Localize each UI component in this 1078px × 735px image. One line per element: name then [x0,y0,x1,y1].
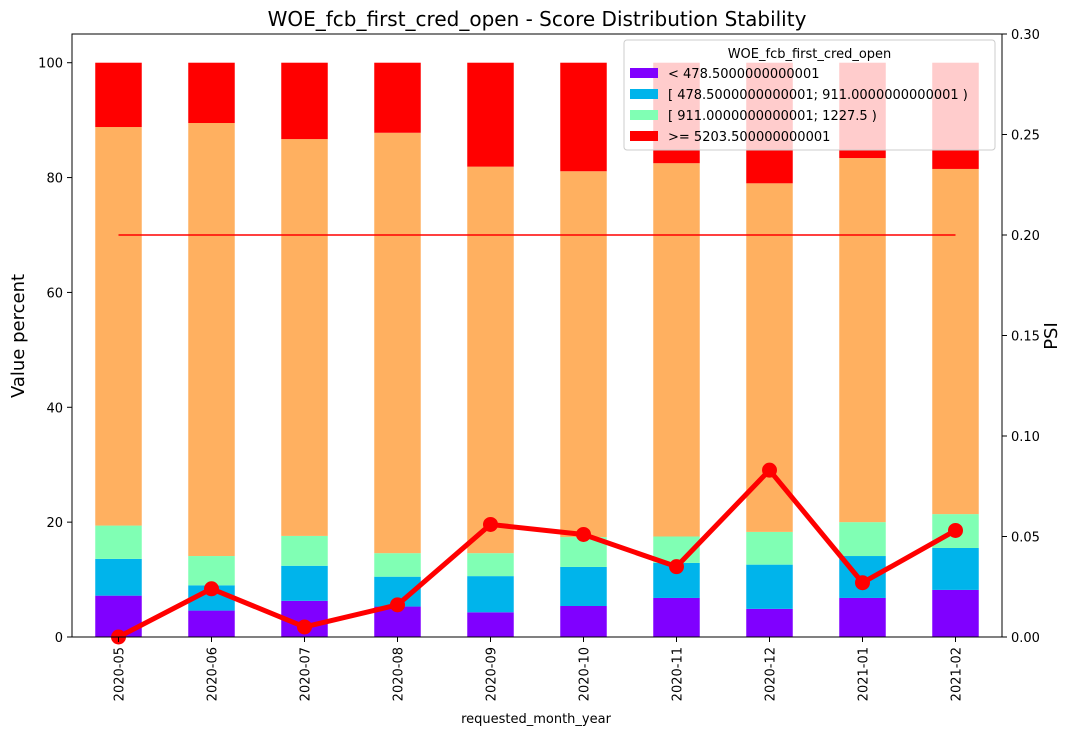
bar-segment-2020-05-s4 [95,62,142,128]
chart-title: WOE_fcb_first_cred_open - Score Distribu… [268,7,807,31]
bar-segment-2020-06-s2 [188,556,235,586]
psi-point-2020-10 [576,526,591,542]
psi-point-2020-07 [297,619,312,635]
legend-swatch [630,68,658,78]
bar-segment-2020-12-s2 [746,531,793,565]
y-tick-label: 20 [46,516,63,531]
bar-segment-2020-07-s2 [281,535,328,566]
legend-entry-label: < 478.5000000000001 [668,67,820,82]
x-tick-label: 2020-07 [299,647,314,701]
y2-tick-label: 0.15 [1011,330,1040,345]
bar-segment-2020-05-s2 [95,525,142,559]
y-tick-label: 100 [38,57,63,72]
y2-tick-label: 0.05 [1011,531,1040,546]
x-tick-label: 2020-11 [671,647,686,701]
bar-segment-2020-09-s4 [467,62,514,167]
bar-segment-2021-02-s1 [932,547,979,590]
bar-segment-2020-05-s1 [95,558,142,596]
x-tick-label: 2020-05 [113,647,128,701]
psi-point-2020-12 [762,462,777,478]
y2-axis-label: PSI [1041,322,1062,350]
bar-segment-2020-05-s3 [95,127,142,526]
x-tick-label: 2021-02 [950,647,965,701]
axes: 0 20 40 60 80 100 0.00 0.05 0.10 0.15 0.20 0.25 0.30… [38,28,1040,701]
bar-segment-2020-09-s2 [467,553,514,577]
legend-title: WOE_fcb_first_cred_open [728,47,892,62]
bar-segment-2020-09-s0 [467,612,514,637]
bar-segment-2020-07-s4 [281,62,328,140]
psi-point-2020-08 [390,597,405,613]
y2-tick-label: 0.25 [1011,129,1040,144]
plot-area [95,62,979,645]
bar-segment-2020-10-s0 [560,605,607,637]
y-tick-label: 80 [46,172,63,187]
bar-segment-2021-02-s0 [932,589,979,637]
x-tick-label: 2020-08 [392,647,407,701]
bar-segment-2021-01-s0 [839,597,886,637]
y2-tick-label: 0.20 [1011,229,1040,244]
bar-segment-2020-07-s3 [281,139,328,536]
y-tick-label: 0 [55,631,63,646]
psi-point-2021-01 [855,575,870,591]
y-tick-label: 40 [46,401,63,416]
x-tick-label: 2021-01 [857,647,872,701]
x-axis-label: requested_month_year [461,712,612,727]
bar-segment-2020-06-s0 [188,610,235,637]
bar-segment-2020-06-s4 [188,62,235,124]
bar-segment-2020-12-s0 [746,608,793,637]
x-tick-label: 2020-09 [485,647,500,701]
bar-segment-2021-02-s3 [932,168,979,515]
psi-point-2020-06 [204,581,219,597]
bar-segment-2020-11-s3 [653,163,700,537]
psi-line [117,467,957,640]
x-tick-label: 2020-12 [764,647,779,701]
y-axis-label: Value percent [8,274,29,398]
bar-segment-2020-08-s4 [374,62,421,133]
y2-tick-label: 0.00 [1011,631,1040,646]
x-tick-label: 2020-10 [578,647,593,701]
bar-segment-2020-08-s2 [374,553,421,577]
bar-segment-2020-11-s0 [653,597,700,637]
bar-segment-2020-06-s3 [188,123,235,557]
legend-swatch [630,131,658,141]
bar-segment-2021-01-s2 [839,522,886,557]
legend-entry-label: [ 478.5000000000001; 911.0000000000001 ) [668,88,968,103]
bar-segment-2020-09-s3 [467,166,514,554]
bar-segment-2020-10-s1 [560,566,607,606]
psi-point-2020-09 [483,516,498,532]
bar-segment-2021-01-s3 [839,158,886,523]
bar-segment-2020-07-s1 [281,565,328,601]
psi-point-2021-02 [948,522,963,538]
legend-swatch [630,110,658,120]
x-tick-label: 2020-06 [206,647,221,701]
legend-entry-label: [ 911.0000000000001; 1227.5 ) [668,109,877,124]
legend-entry-label: >= 5203.500000000001 [668,130,830,145]
bar-segment-2020-10-s3 [560,171,607,538]
bar-segment-2020-08-s3 [374,132,421,554]
y2-tick-label: 0.10 [1011,430,1040,445]
legend: WOE_fcb_first_cred_open < 478.50000000000… [623,39,996,151]
bar-segment-2020-09-s1 [467,576,514,613]
legend-box [623,39,996,151]
legend-swatch [630,89,658,99]
psi-point-2020-11 [669,559,684,575]
y2-tick-label: 0.30 [1011,28,1040,43]
bar-segment-2020-10-s4 [560,62,607,172]
y-tick-label: 60 [46,286,63,301]
bar-segment-2020-12-s1 [746,564,793,609]
